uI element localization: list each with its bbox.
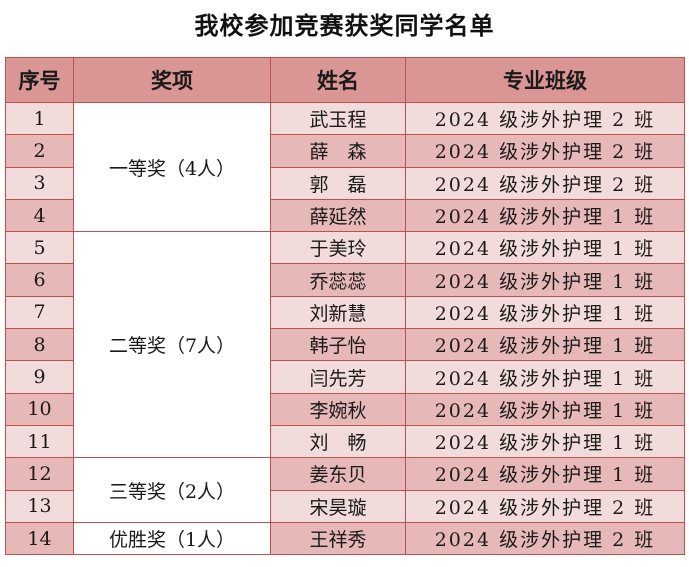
class-name: 2024 级涉外护理 1 班 [405,328,685,362]
award-level: 三等奖（2人） [73,457,271,523]
class-name: 2024 级涉外护理 1 班 [405,231,685,265]
table-row: 12 三等奖（2人） 姜东贝 2024 级涉外护理 1 班 [5,457,685,523]
class-name: 2024 级涉外护理 1 班 [405,263,685,297]
table-row: 7 刘新慧 2024 级涉外护理 1 班 [5,295,685,330]
table-row: 5 二等奖（7人） 于美玲 2024 级涉外护理 1 班 [5,231,685,459]
class-name: 2024 级涉外护理 1 班 [405,198,685,233]
student-name: 李婉秋 [270,392,406,426]
class-name: 2024 级涉外护理 1 班 [405,424,685,459]
row-number: 5 [5,231,74,265]
header-award: 奖项 [73,57,271,103]
header-class: 专业班级 [405,57,685,103]
class-name: 2024 级涉外护理 1 班 [405,295,685,330]
class-name: 2024 级涉外护理 2 班 [405,134,685,168]
table-row: 4 薛延然 2024 级涉外护理 1 班 [5,198,685,233]
header-row: 序号 奖项 姓名 专业班级 [5,57,685,103]
table-row: 13 宋昊璇 2024 级涉外护理 2 班 [5,489,685,523]
row-number: 1 [5,101,74,136]
class-name: 2024 级涉外护理 2 班 [405,521,685,556]
class-name: 2024 级涉外护理 1 班 [405,457,685,491]
table-row: 9 闫先芳 2024 级涉外护理 1 班 [5,360,685,394]
table-row: 2 薛 森 2024 级涉外护理 2 班 [5,134,685,168]
row-number: 9 [5,360,74,394]
row-number: 2 [5,134,74,168]
student-name: 于美玲 [270,231,406,265]
row-number: 14 [5,521,74,556]
student-name: 闫先芳 [270,360,406,394]
table-row: 10 李婉秋 2024 级涉外护理 1 班 [5,392,685,426]
row-number: 8 [5,328,74,362]
row-number: 12 [5,457,74,491]
class-name: 2024 级涉外护理 1 班 [405,360,685,394]
award-level: 二等奖（7人） [73,231,271,459]
table-row: 8 韩子怡 2024 级涉外护理 1 班 [5,328,685,362]
award-level: 一等奖（4人） [73,101,271,233]
table-row: 6 乔蕊蕊 2024 级涉外护理 1 班 [5,263,685,297]
row-number: 13 [5,489,74,523]
award-level: 优胜奖（1人） [73,521,271,556]
header-no: 序号 [5,57,74,103]
student-name: 姜东贝 [270,457,406,491]
student-name: 薛 森 [270,134,406,168]
row-number: 7 [5,295,74,330]
header-name: 姓名 [270,57,406,103]
student-name: 刘新慧 [270,295,406,330]
student-name: 薛延然 [270,198,406,233]
student-name: 王祥秀 [270,521,406,556]
row-number: 3 [5,166,74,200]
row-number: 11 [5,424,74,459]
class-name: 2024 级涉外护理 2 班 [405,166,685,200]
class-name: 2024 级涉外护理 2 班 [405,489,685,523]
class-name: 2024 级涉外护理 2 班 [405,101,685,136]
class-name: 2024 级涉外护理 1 班 [405,392,685,426]
page-title: 我校参加竞赛获奖同学名单 [194,11,495,40]
student-name: 武玉程 [270,101,406,136]
table-row: 3 郭 磊 2024 级涉外护理 2 班 [5,166,685,200]
student-name: 韩子怡 [270,328,406,362]
row-number: 4 [5,198,74,233]
row-number: 6 [5,263,74,297]
student-name: 宋昊璇 [270,489,406,523]
student-name: 郭 磊 [270,166,406,200]
student-name: 乔蕊蕊 [270,263,406,297]
table-row: 1 一等奖（4人） 武玉程 2024 级涉外护理 2 班 [5,101,685,233]
table-row: 11 刘 畅 2024 级涉外护理 1 班 [5,424,685,459]
table-row: 14 优胜奖（1人） 王祥秀 2024 级涉外护理 2 班 [5,521,685,556]
student-name: 刘 畅 [270,424,406,459]
row-number: 10 [5,392,74,426]
